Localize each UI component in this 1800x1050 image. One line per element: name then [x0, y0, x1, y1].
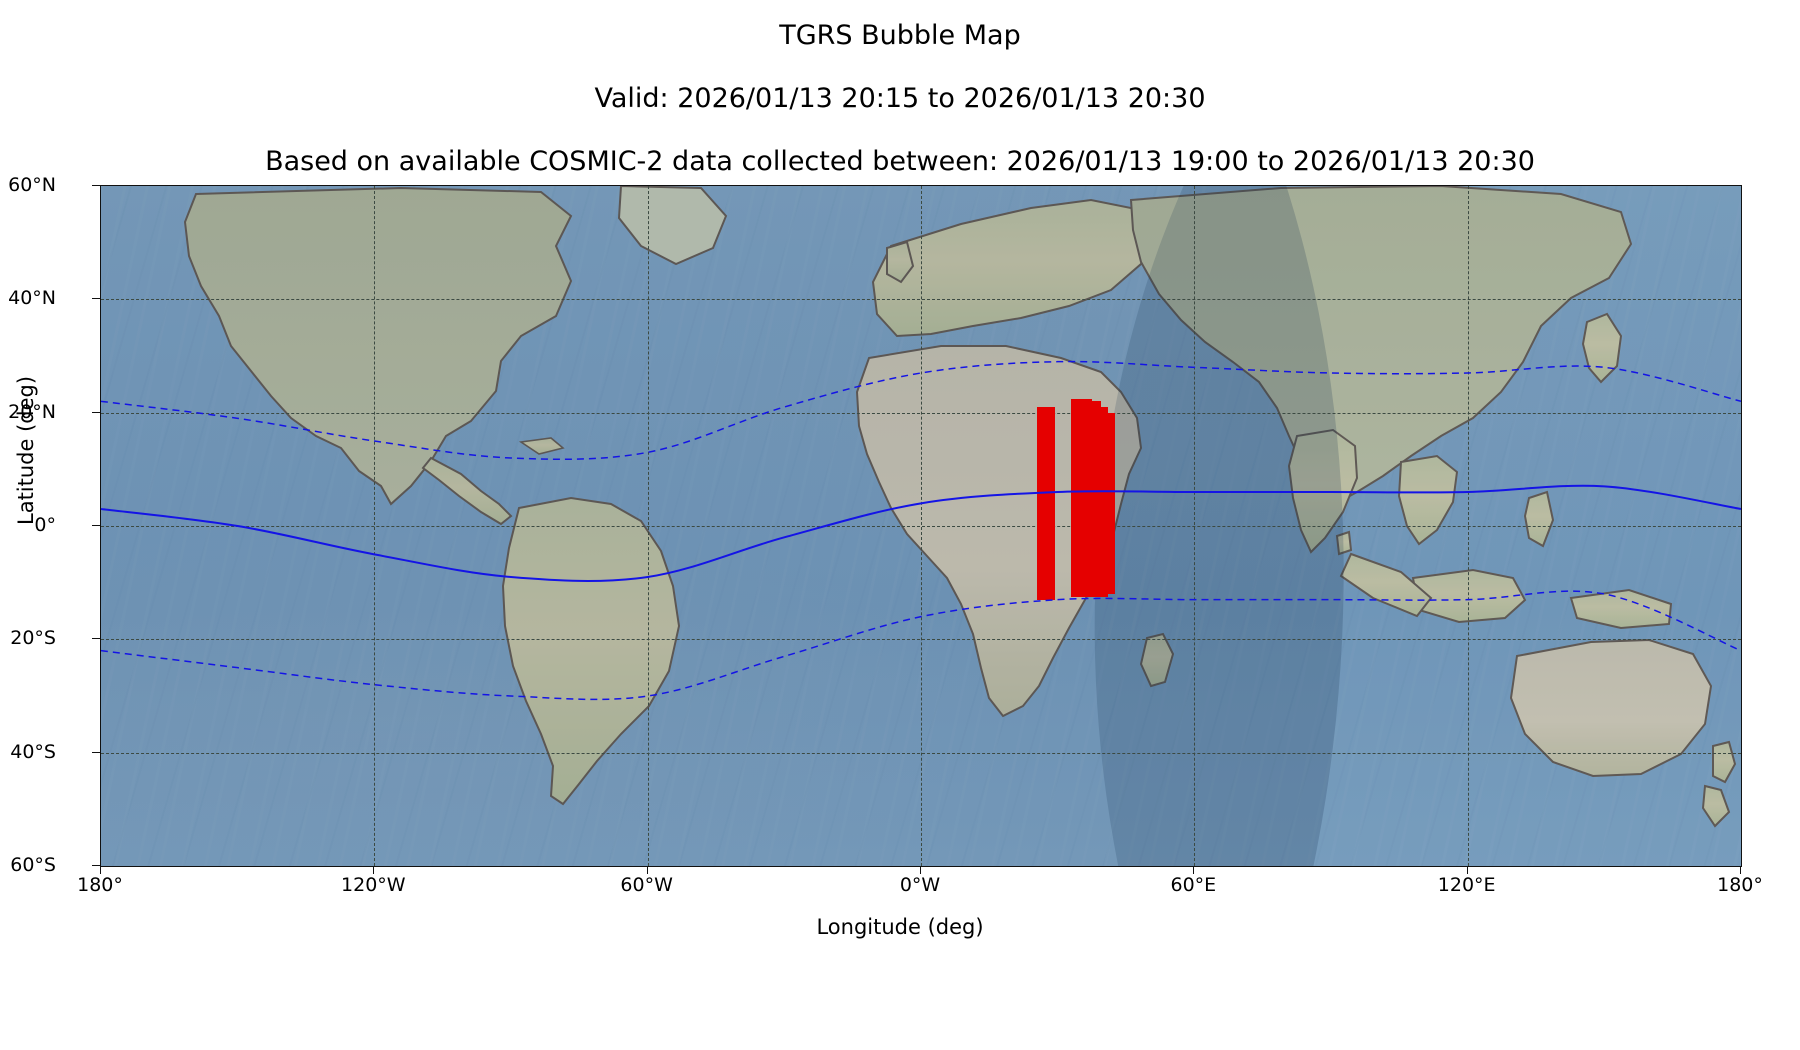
x-tick-label--120: 120°W	[341, 874, 406, 896]
figure-titles: TGRS Bubble Map Valid: 2026/01/13 20:15 …	[0, 0, 1800, 175]
x-tick-label-0: 0°W	[899, 874, 941, 896]
y-tick-mark-40	[92, 298, 100, 300]
page-title: TGRS Bubble Map	[779, 20, 1021, 51]
x-tick-label-180: 180°	[1717, 874, 1763, 896]
y-tick-mark--20	[92, 638, 100, 640]
y-tick-label-60: 60°N	[8, 174, 56, 196]
x-tick-mark--120	[373, 866, 375, 874]
occultation-bar	[1091, 401, 1101, 597]
y-tick-mark-20	[92, 411, 100, 413]
x-tick-mark-120	[1466, 866, 1468, 874]
x-tick-mark--60	[646, 866, 648, 874]
y-tick-label-20: 20°N	[8, 400, 56, 423]
y-tick-mark--60	[92, 865, 100, 866]
occultation-bar	[1082, 398, 1092, 597]
y-tick-label--20: 20°S	[10, 627, 56, 650]
occultation-bar	[1107, 412, 1115, 594]
y-axis-label: Latitude (deg)	[14, 375, 38, 525]
y-tick-label--60: 60°S	[10, 854, 56, 876]
y-tick-label-0: 0°	[34, 514, 56, 536]
track-line	[101, 591, 1741, 699]
occultation-bar	[1100, 407, 1108, 597]
x-tick-label-60: 60°E	[1170, 874, 1217, 896]
x-tick-label-120: 120°E	[1437, 874, 1496, 896]
occultation-bar	[1037, 407, 1056, 600]
valid-time-subtitle: Valid: 2026/01/13 20:15 to 2026/01/13 20…	[594, 83, 1206, 114]
track-line	[101, 486, 1741, 581]
y-tick-mark-0	[92, 525, 100, 526]
y-tick-label-40: 40°N	[8, 287, 56, 310]
x-tick-mark--180	[100, 866, 101, 874]
track-line	[101, 362, 1741, 460]
y-tick-mark-60	[92, 185, 100, 186]
map-axes[interactable]: Occultations: 6 GEOs: 43	[100, 185, 1742, 867]
x-tick-mark-60	[1193, 866, 1195, 874]
continent-outlines	[183, 186, 1737, 828]
data-source-subtitle: Based on available COSMIC-2 data collect…	[265, 146, 1535, 177]
geo-coverage-tracks	[101, 186, 1741, 866]
x-tick-label--180: 180°	[77, 874, 123, 896]
y-tick-mark--40	[92, 751, 100, 753]
x-tick-mark-180	[1740, 866, 1741, 874]
x-tick-label--60: 60°W	[620, 874, 673, 896]
x-axis-label: Longitude (deg)	[816, 915, 984, 939]
x-tick-mark-0	[920, 866, 921, 874]
occultation-bar	[1071, 398, 1083, 597]
y-tick-label--40: 40°S	[10, 740, 56, 763]
